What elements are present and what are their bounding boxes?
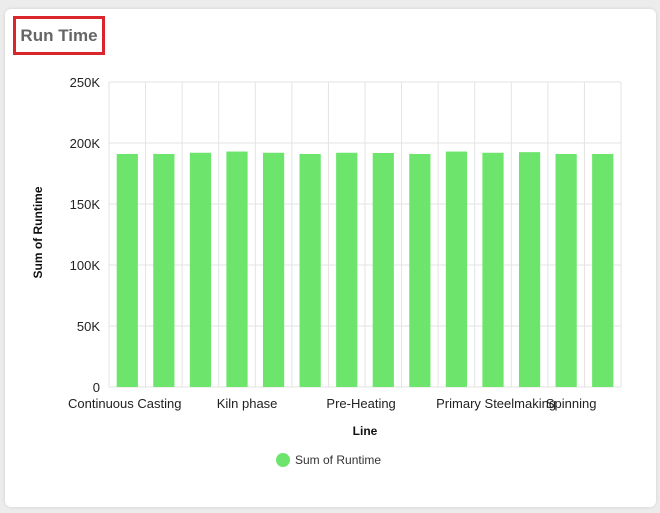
bar[interactable]	[518, 152, 541, 387]
y-tick-label: 100K	[70, 258, 101, 273]
x-axis-title: Line	[353, 424, 378, 438]
legend-label: Sum of Runtime	[295, 453, 381, 467]
y-tick-label: 250K	[70, 75, 101, 90]
bar[interactable]	[555, 153, 577, 387]
legend[interactable]: Sum of Runtime	[276, 453, 381, 467]
bar[interactable]	[153, 153, 175, 387]
legend-marker	[276, 453, 290, 467]
grid-layer	[108, 81, 622, 388]
y-tick-labels: 0 50K 100K 150K 200K 250K	[70, 75, 101, 395]
bar[interactable]	[336, 152, 358, 387]
bar[interactable]	[226, 151, 248, 387]
y-axis-title: Sum of Runtime	[31, 186, 45, 278]
y-tick-label: 0	[93, 380, 100, 395]
x-tick-label: Spinning	[546, 396, 597, 411]
y-tick-label: 50K	[77, 319, 100, 334]
title-highlight-box: Run Time	[13, 16, 105, 55]
bar[interactable]	[189, 152, 212, 387]
x-tick-labels: Continuous Casting Kiln phase Pre-Heating P…	[68, 396, 596, 411]
y-tick-label: 150K	[70, 197, 101, 212]
bars-layer	[116, 151, 614, 387]
x-tick-label: Pre-Heating	[326, 396, 395, 411]
page-title: Run Time	[20, 25, 98, 45]
bar[interactable]	[482, 152, 504, 387]
x-tick-label: Kiln phase	[217, 396, 278, 411]
bar[interactable]	[592, 153, 614, 387]
bar[interactable]	[116, 153, 138, 387]
bar[interactable]	[299, 153, 321, 387]
x-tick-label: Continuous Casting	[68, 396, 181, 411]
bar[interactable]	[409, 153, 431, 387]
x-tick-label: Primary Steelmaking	[436, 396, 556, 411]
bar[interactable]	[372, 153, 394, 387]
bar[interactable]	[262, 152, 285, 387]
y-tick-label: 200K	[70, 136, 101, 151]
bar[interactable]	[445, 151, 468, 387]
